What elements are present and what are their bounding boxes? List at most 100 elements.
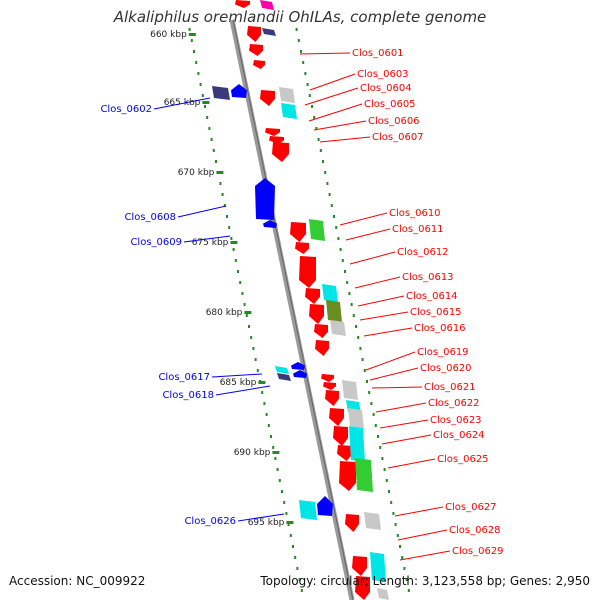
forward-gene-label[interactable]: Clos_0614 [406, 291, 458, 302]
forward-gene-label-leader [363, 327, 413, 337]
forward-gene-label[interactable]: Clos_0629 [452, 546, 504, 557]
forward-gene-label[interactable]: Clos_0623 [430, 415, 482, 426]
reverse-gene-label[interactable]: Clos_0626 [184, 516, 236, 527]
outer-tick-dot [272, 446, 275, 449]
forward-gene-label[interactable]: Clos_0625 [437, 454, 489, 465]
accession-text: Accession: NC_009922 [9, 574, 146, 588]
forward-gene-label[interactable]: Clos_0627 [445, 502, 497, 513]
forward-gene-label[interactable]: Clos_0613 [402, 272, 454, 283]
forward-gene-label[interactable]: Clos_0605 [364, 99, 416, 110]
reverse-gene-label[interactable]: Clos_0602 [100, 104, 152, 115]
forward-gene-label[interactable]: Clos_0604 [360, 83, 412, 94]
forward-gene-label[interactable]: Clos_0603 [357, 69, 409, 80]
ruler-label: 690 kbp [234, 448, 271, 458]
forward-gene-label[interactable]: Clos_0622 [428, 398, 480, 409]
outer-tick-dot [234, 259, 237, 262]
forward-gene-label-leader [313, 120, 367, 131]
reverse-gene-box [275, 366, 289, 374]
outer-tick-dot [243, 303, 246, 306]
forward-gene-label-leader [349, 251, 396, 265]
inner-tick-dot [370, 402, 373, 405]
inner-tick-dot [368, 391, 371, 394]
reverse-gene-label[interactable]: Clos_0608 [124, 212, 176, 223]
inner-tick-dot [405, 578, 408, 581]
outer-tick-dot [298, 578, 301, 581]
forward-gene-label[interactable]: Clos_0628 [449, 525, 501, 536]
reverse-gene-label-leader [177, 205, 227, 218]
outer-tick-dot [248, 325, 250, 328]
forward-gene-block [352, 556, 367, 576]
forward-gene-block [329, 408, 344, 426]
outer-tick-dot [256, 369, 259, 372]
forward-gene-label[interactable]: Clos_0619 [417, 347, 469, 358]
inner-tick-dot [388, 490, 390, 493]
forward-gene-label[interactable]: Clos_0616 [414, 323, 466, 334]
inner-tick-dot [374, 424, 377, 427]
inner-tick-dot [385, 479, 388, 482]
reverse-gene-label[interactable]: Clos_0609 [130, 237, 182, 248]
forward-gene-block [305, 288, 320, 304]
outer-tick-dot [212, 149, 215, 152]
inner-tick-dot [357, 336, 360, 339]
gene-box-gray [342, 380, 358, 400]
outer-tick-dot [289, 534, 292, 537]
inner-tick-dot [339, 248, 342, 251]
outer-tick-dot [296, 567, 299, 570]
gene-box-gray [377, 588, 389, 600]
outer-tick-dot [201, 94, 204, 97]
forward-gene-block [323, 382, 336, 390]
gene-box-green [309, 219, 325, 241]
reverse-gene-label-leader [215, 385, 271, 396]
outer-tick-dot [281, 490, 283, 493]
forward-gene-label[interactable]: Clos_0621 [424, 382, 476, 393]
forward-gene-label[interactable]: Clos_0620 [420, 363, 472, 374]
inner-tick-dot [313, 116, 316, 119]
forward-gene-block [337, 445, 353, 461]
outer-tick-dot [190, 39, 193, 42]
outer-tick-dot [287, 523, 290, 526]
inner-tick-dot [308, 94, 311, 97]
forward-gene-label[interactable]: Clos_0611 [392, 224, 444, 235]
inner-tick-dot [344, 270, 346, 273]
reverse-gene-label-leader [237, 513, 285, 522]
outer-tick-dot [267, 424, 270, 427]
forward-gene-label-leader [359, 311, 409, 321]
inner-tick-dot [311, 105, 313, 108]
reverse-gene-box [299, 500, 317, 520]
inner-tick-dot [379, 446, 382, 449]
gene-box-cyan [281, 103, 297, 119]
gene-box-gray [348, 408, 364, 428]
outer-tick-dot [254, 358, 257, 361]
inner-tick-dot [359, 347, 362, 350]
forward-gene-label[interactable]: Clos_0601 [352, 48, 404, 59]
inner-tick-dot [302, 61, 305, 64]
forward-gene-label-leader [308, 103, 363, 122]
inner-tick-dot [392, 512, 395, 515]
forward-gene-block [345, 514, 359, 532]
ruler-label: 675 kbp [192, 238, 229, 248]
inner-tick-dot [403, 567, 406, 570]
genome-backbone-edge [232, 19, 354, 600]
forward-gene-label[interactable]: Clos_0606 [368, 116, 420, 127]
outer-tick-dot [294, 556, 297, 559]
forward-gene-label-leader [375, 402, 427, 413]
forward-gene-label[interactable]: Clos_0615 [410, 307, 462, 318]
inner-tick-dot [319, 149, 322, 152]
forward-gene-label-leader [304, 87, 359, 106]
forward-gene-block [299, 256, 316, 288]
outer-tick-dot [223, 204, 226, 207]
reverse-gene-label[interactable]: Clos_0618 [162, 390, 214, 401]
outer-tick-dot [276, 468, 279, 471]
inner-tick-dot [326, 182, 329, 185]
forward-gene-label[interactable]: Clos_0624 [433, 430, 485, 441]
forward-gene-label[interactable]: Clos_0612 [397, 247, 449, 258]
reverse-gene-label[interactable]: Clos_0617 [158, 372, 210, 383]
reverse-gene-label-leader [211, 373, 263, 378]
forward-gene-label[interactable]: Clos_0607 [372, 132, 424, 143]
reverse-gene-block [263, 220, 277, 228]
inner-tick-dot [355, 325, 357, 328]
forward-gene-label[interactable]: Clos_0610 [389, 208, 441, 219]
inner-tick-dot [363, 369, 366, 372]
inner-tick-dot [317, 138, 320, 141]
forward-gene-label-leader [369, 367, 419, 381]
